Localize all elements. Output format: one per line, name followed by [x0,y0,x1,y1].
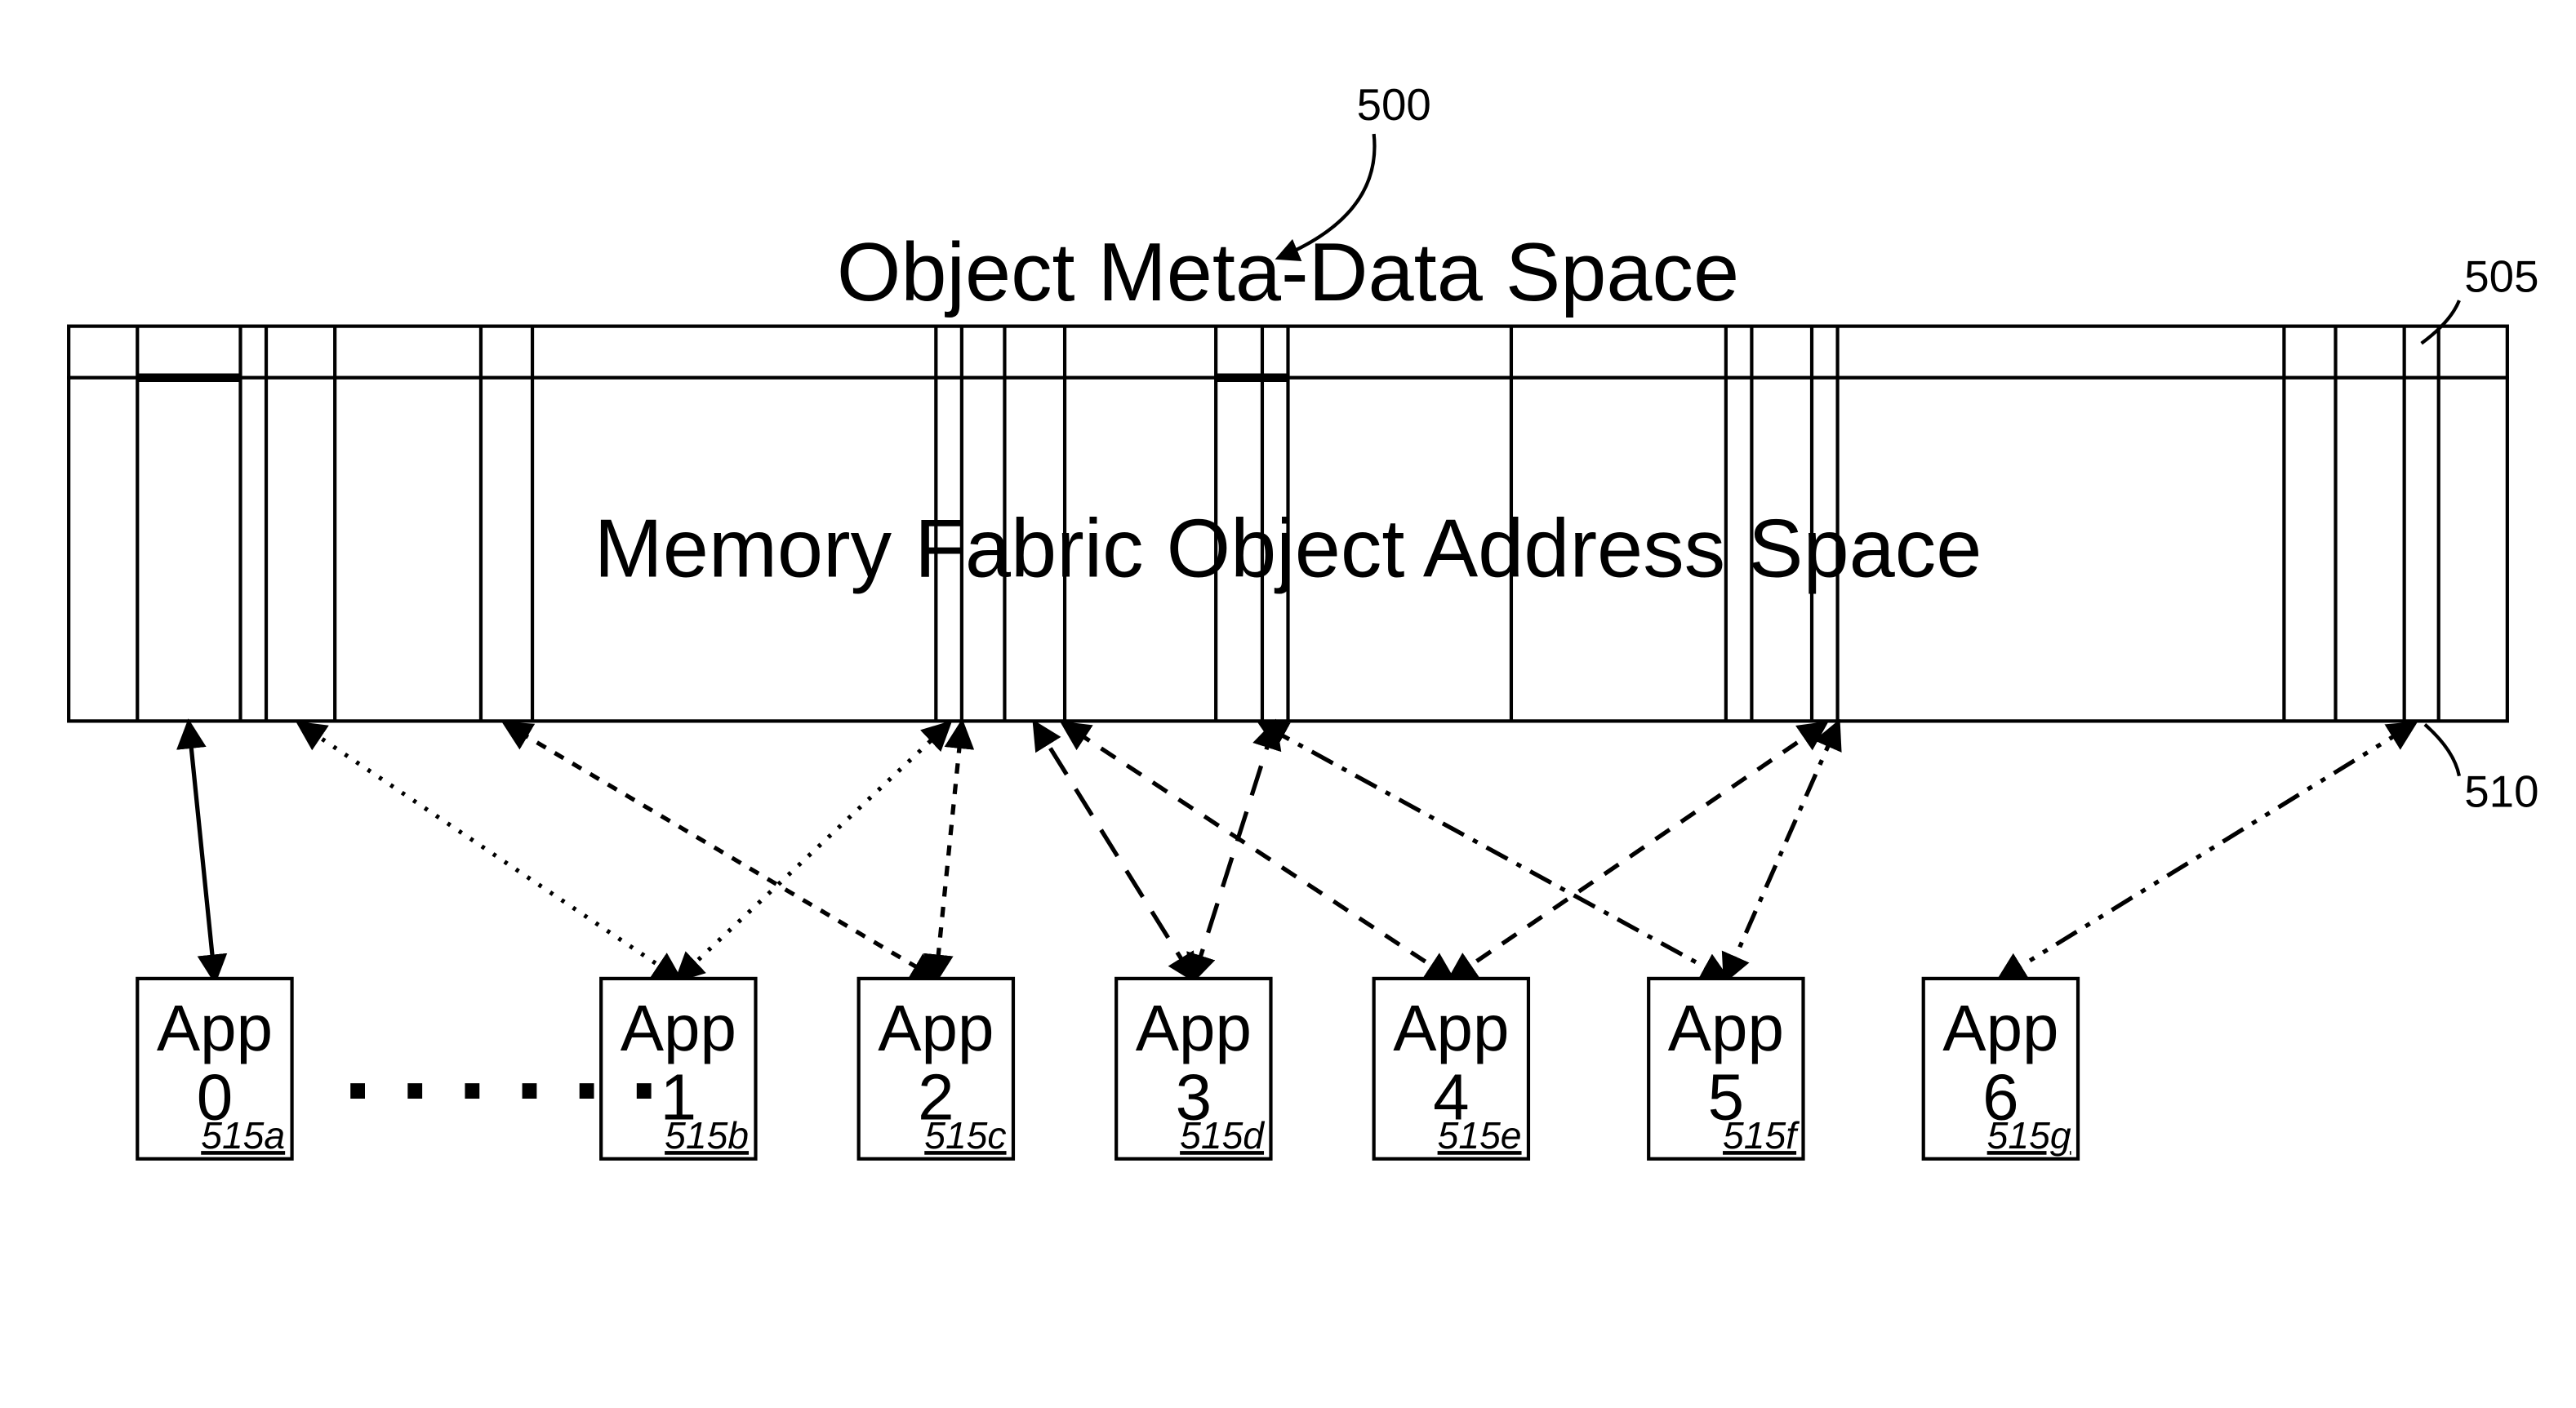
app-box: App0515a [137,979,291,1159]
title-fabric-space: Memory Fabric Object Address Space [594,504,1982,595]
app-sub-label: 515d [1180,1114,1265,1157]
connector-arrow [1194,725,1275,979]
app-label-line1: App [1942,992,2058,1064]
app-sub-label: 515e [1438,1114,1522,1157]
app-label-line1: App [1393,992,1509,1064]
app-sub-label: 515c [924,1114,1006,1157]
app-box: App5515f [1648,979,1803,1159]
apps-ellipsis: . . . . . . [344,1006,659,1121]
connector-arrow [300,725,678,979]
connector-arrow [936,725,962,979]
connector-arrow [1726,725,1838,979]
app-box: App6515g [1924,979,2078,1159]
connector-arrow [2000,725,2413,979]
connector-arrow [1262,725,1726,979]
app-sub-label: 515a [201,1114,285,1157]
app-box: App4515e [1374,979,1528,1159]
app-sub-label: 515b [665,1114,749,1157]
app-label-line1: App [1668,992,1784,1064]
app-label-line1: App [1136,992,1252,1064]
ref-pointer-510 [2425,725,2459,776]
diagram-root: Object Meta-Data Space Memory Fabric Obje… [0,0,2576,1408]
ref-label-505: 505 [2464,251,2538,302]
app-label-line1: App [157,992,273,1064]
title-meta-data-space: Object Meta-Data Space [837,227,1739,318]
connector-arrow [1065,725,1451,979]
connector-arrow [1035,725,1194,979]
app-sub-label: 515g [1987,1114,2071,1157]
app-box: App3515d [1116,979,1270,1159]
app-sub-label: 515f [1723,1114,1800,1157]
app-box: App2515c [859,979,1013,1159]
app-label-line1: App [878,992,994,1064]
connector-arrow [189,725,215,979]
ref-label-510: 510 [2464,766,2538,817]
ref-label-500: 500 [1357,79,1431,130]
figure-svg: Object Meta-Data Space Memory Fabric Obje… [0,0,2576,1408]
connector-arrow [1451,725,1823,979]
